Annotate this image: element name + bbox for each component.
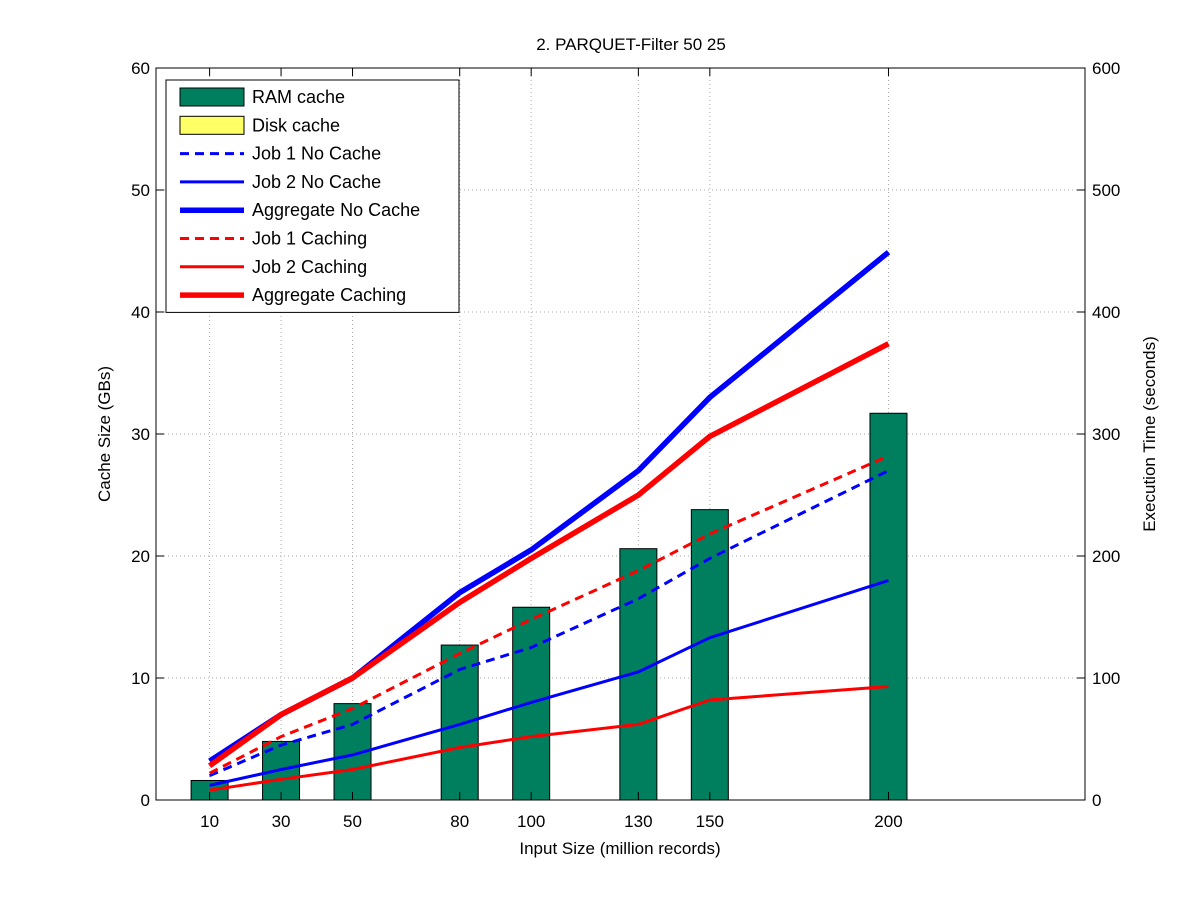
legend-label-aggregate-caching: Aggregate Caching [252,285,406,305]
x-tick-label: 130 [624,812,652,831]
axis-ticks: 10 30 50 80 100 130 150 20001020304050600100200… [131,59,1120,831]
x-axis-label: Input Size (million records) [519,839,720,858]
legend-label-ram-cache: RAM cache [252,87,345,107]
y-axis-right-label: Execution Time (seconds) [1140,336,1159,532]
y-right-tick-label: 500 [1092,181,1120,200]
series-line-job-2-caching [209,685,889,792]
ram-cache-bar [869,412,908,801]
x-tick-label: 150 [696,812,724,831]
y-right-tick-label: 400 [1092,303,1120,322]
legend: RAM cache Disk cache Job 1 No Cache Job 2 N… [165,79,460,313]
x-tick-label: 50 [343,812,362,831]
y-left-tick-label: 60 [131,59,150,78]
y-left-tick-label: 50 [131,181,150,200]
series-line-job-2-no-cache [209,578,889,787]
x-tick-label: 10 [200,812,219,831]
series-line-job-1-no-cache [209,469,890,777]
y-right-tick-label: 600 [1092,59,1120,78]
y-right-tick-label: 0 [1092,791,1101,810]
legend-swatch-disk-cache [179,115,245,135]
legend-label-aggregate-no-cache: Aggregate No Cache [252,200,420,220]
chart-title: 2. PARQUET-Filter 50 25 [536,35,726,54]
series-line-aggregate-caching [207,341,890,769]
y-right-tick-label: 200 [1092,547,1120,566]
x-tick-label: 200 [874,812,902,831]
legend-label-disk-cache: Disk cache [252,115,340,135]
legend-label-job-1-caching: Job 1 Caching [252,229,367,249]
legend-swatch-ram-cache [179,87,245,107]
legend-label-job-1-no-cache: Job 1 No Cache [252,144,381,164]
y-left-tick-label: 40 [131,303,150,322]
y-right-tick-label: 100 [1092,669,1120,688]
y-left-tick-label: 20 [131,547,150,566]
y-left-tick-label: 10 [131,669,150,688]
series-line-job-1-caching [208,454,890,775]
x-tick-label: 100 [517,812,545,831]
y-right-tick-label: 300 [1092,425,1120,444]
x-tick-label: 30 [272,812,291,831]
x-tick-label: 80 [450,812,469,831]
legend-label-job-2-no-cache: Job 2 No Cache [252,172,381,192]
line-series [207,250,891,792]
y-left-tick-label: 0 [141,791,150,810]
legend-label-job-2-caching: Job 2 Caching [252,257,367,277]
y-axis-left-label: Cache Size (GBs) [95,366,114,502]
y-left-tick-label: 30 [131,425,150,444]
